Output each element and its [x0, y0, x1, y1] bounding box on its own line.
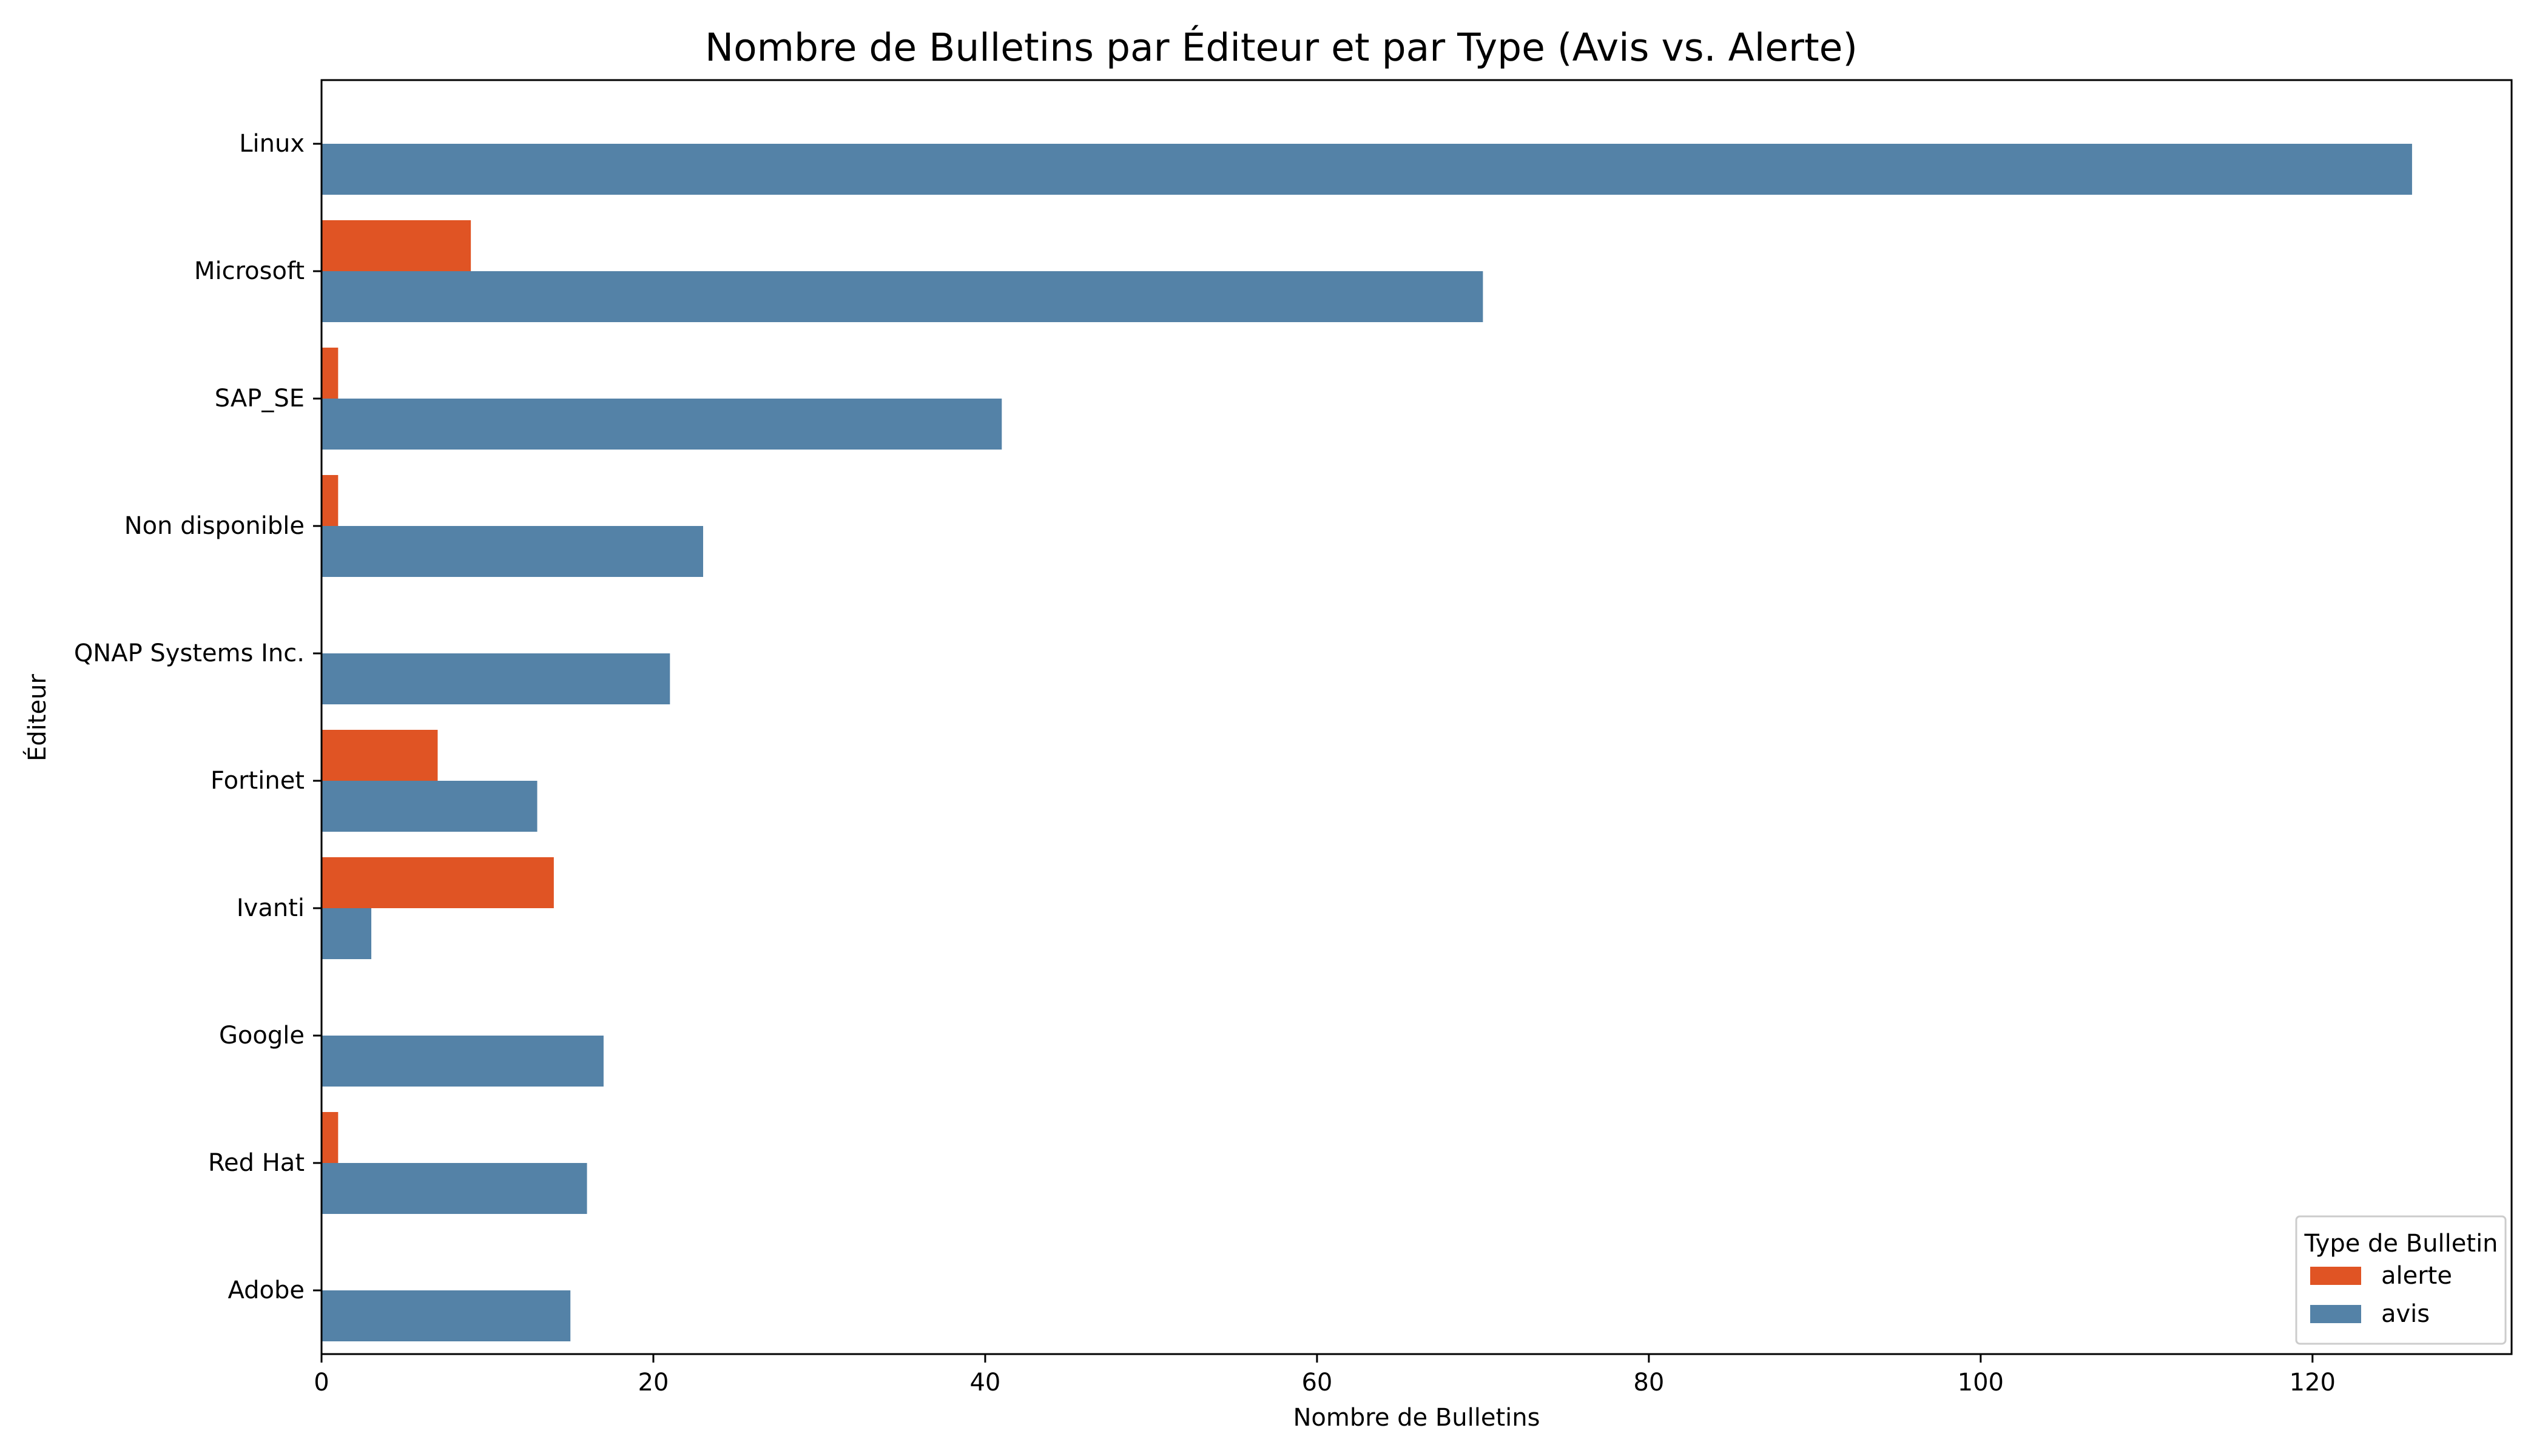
- y-tick-label: Red Hat: [208, 1149, 305, 1177]
- bar-avis-9: [322, 1163, 587, 1214]
- y-axis-label: Éditeur: [22, 674, 52, 761]
- x-tick-label: 20: [638, 1369, 669, 1397]
- bar-avis-5: [322, 653, 670, 704]
- y-tick-label: Non disponible: [124, 512, 305, 540]
- x-axis-label: Nombre de Bulletins: [1293, 1404, 1540, 1432]
- bar-alerte-6: [322, 730, 438, 781]
- bar-alerte-2: [322, 220, 471, 271]
- bar-avis-8: [322, 1036, 604, 1087]
- legend-label-alerte: alerte: [2381, 1262, 2452, 1290]
- x-tick-label: 100: [1958, 1369, 2004, 1397]
- x-tick-label: 80: [1633, 1369, 1664, 1397]
- y-axis-ticks: Linux Microsoft SAP_SE Non disponible QNAP S…: [74, 130, 322, 1304]
- legend-title: Type de Bulletin: [2304, 1230, 2498, 1258]
- x-axis-ticks: 0 20 40 60 80 100 120: [314, 1354, 2336, 1397]
- bar-avis-4: [322, 526, 704, 577]
- x-tick-label: 60: [1301, 1369, 1332, 1397]
- bar-alerte-4: [322, 475, 339, 526]
- bar-avis-2: [322, 271, 1483, 322]
- chart-title: Nombre de Bulletins par Éditeur et par T…: [705, 25, 1858, 70]
- x-tick-label: 0: [314, 1369, 329, 1397]
- legend-swatch-alerte: [2310, 1267, 2361, 1285]
- legend-swatch-avis: [2310, 1305, 2361, 1323]
- bar-alerte-3: [322, 348, 339, 399]
- y-tick-label: QNAP Systems Inc.: [74, 639, 305, 667]
- x-tick-label: 120: [2290, 1369, 2336, 1397]
- legend: Type de Bulletin alerte avis: [2295, 1215, 2507, 1345]
- bar-avis-7: [322, 908, 372, 959]
- bar-avis-1: [322, 144, 2412, 195]
- y-tick-label: SAP_SE: [215, 385, 305, 413]
- bars-group: [322, 144, 2412, 1341]
- x-tick-label: 40: [969, 1369, 1000, 1397]
- y-tick-label: Microsoft: [194, 257, 305, 285]
- bar-avis-3: [322, 399, 1002, 450]
- legend-label-avis: avis: [2381, 1300, 2430, 1328]
- y-tick-label: Ivanti: [237, 894, 305, 922]
- legend-items: alerte avis: [2310, 1262, 2452, 1328]
- plot-frame: [320, 79, 2513, 1355]
- bar-avis-6: [322, 781, 538, 832]
- bar-alerte-7: [322, 857, 554, 908]
- y-tick-label: Linux: [239, 130, 305, 158]
- y-tick-label: Google: [219, 1022, 305, 1050]
- y-tick-label: Adobe: [228, 1276, 305, 1304]
- bar-avis-10: [322, 1290, 571, 1341]
- y-tick-label: Fortinet: [211, 767, 305, 795]
- bar-alerte-9: [322, 1112, 339, 1163]
